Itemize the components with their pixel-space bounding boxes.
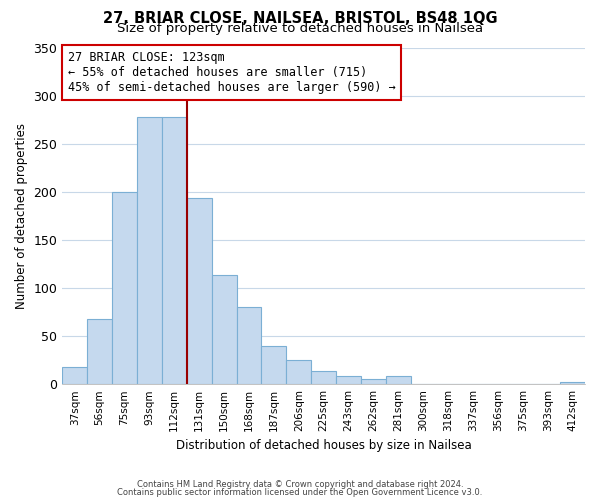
X-axis label: Distribution of detached houses by size in Nailsea: Distribution of detached houses by size … — [176, 440, 472, 452]
Bar — [112, 192, 137, 384]
Text: Contains public sector information licensed under the Open Government Licence v3: Contains public sector information licen… — [118, 488, 482, 497]
Text: Size of property relative to detached houses in Nailsea: Size of property relative to detached ho… — [117, 22, 483, 35]
Y-axis label: Number of detached properties: Number of detached properties — [15, 123, 28, 309]
Bar — [560, 382, 585, 384]
Bar — [162, 117, 187, 384]
Bar — [187, 198, 212, 384]
Bar — [286, 360, 311, 384]
Bar — [262, 346, 286, 384]
Text: Contains HM Land Registry data © Crown copyright and database right 2024.: Contains HM Land Registry data © Crown c… — [137, 480, 463, 489]
Bar — [386, 376, 411, 384]
Bar — [137, 117, 162, 384]
Bar — [87, 319, 112, 384]
Bar — [212, 274, 236, 384]
Bar — [336, 376, 361, 384]
Bar — [311, 370, 336, 384]
Bar — [236, 307, 262, 384]
Bar — [62, 367, 87, 384]
Text: 27, BRIAR CLOSE, NAILSEA, BRISTOL, BS48 1QG: 27, BRIAR CLOSE, NAILSEA, BRISTOL, BS48 … — [103, 11, 497, 26]
Bar — [361, 380, 386, 384]
Text: 27 BRIAR CLOSE: 123sqm
← 55% of detached houses are smaller (715)
45% of semi-de: 27 BRIAR CLOSE: 123sqm ← 55% of detached… — [68, 51, 395, 94]
